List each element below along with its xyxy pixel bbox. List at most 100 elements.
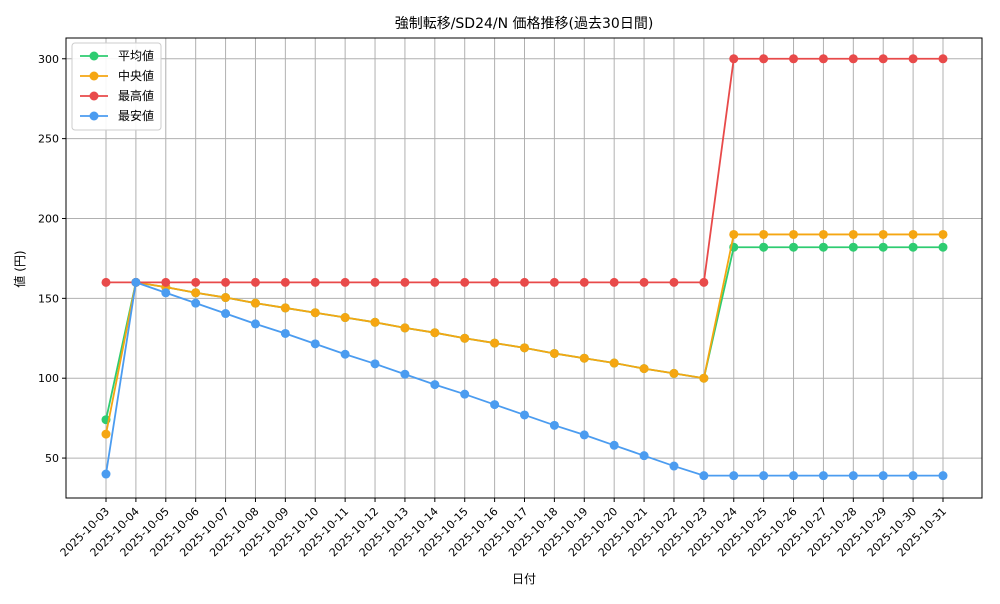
data-point [191,277,201,287]
data-point [579,277,589,287]
data-point [818,471,828,481]
data-point [938,229,948,239]
legend-box [71,42,162,131]
chart-title: 強制転移/SD24/N 価格推移(過去30日間) [395,16,654,32]
data-point [639,364,649,374]
data-point [430,328,440,338]
data-point [490,277,500,287]
legend-label: 中央値 [118,68,154,83]
data-point [729,54,739,64]
data-point [250,277,260,287]
data-point [848,54,858,64]
data-point [221,277,231,287]
data-point [848,242,858,252]
data-point [699,373,709,383]
data-point [818,242,828,252]
data-point [878,471,888,481]
data-point [938,471,948,481]
data-point [280,277,290,287]
legend-swatch-marker [89,51,99,61]
data-point [221,293,231,303]
data-point [549,348,559,358]
data-point [609,440,619,450]
data-point [908,471,918,481]
data-point [400,277,410,287]
data-point [549,277,559,287]
series-layer [101,54,948,481]
data-point [460,333,470,343]
data-point [699,471,709,481]
data-point [520,277,529,287]
data-point [370,359,380,369]
data-point [280,328,290,338]
data-point [639,277,649,287]
data-point [759,54,769,64]
data-point [639,451,649,461]
data-point [848,471,858,481]
data-point [729,471,739,481]
data-point [430,380,440,390]
data-point [490,338,500,348]
data-point [759,471,769,481]
legend-item-3: 最安値 [80,108,154,123]
data-point [848,229,858,239]
data-point [370,317,380,327]
data-point [400,323,410,333]
data-point [101,469,111,479]
data-point [490,400,500,410]
y-tick-label: 50 [45,452,59,465]
data-point [191,288,201,298]
data-point [430,277,440,287]
y-tick-label: 200 [38,212,59,225]
data-point [789,229,799,239]
data-point [759,242,769,252]
legend-swatch-marker [89,111,99,121]
data-point [280,303,290,313]
data-point [729,229,739,239]
data-point [250,298,260,308]
x-axis-label: 日付 [512,572,536,586]
data-point [609,277,619,287]
data-point [310,339,320,349]
data-point [908,242,918,252]
data-point [878,242,888,252]
data-point [460,389,470,399]
data-point [191,298,201,308]
data-point [908,229,918,239]
data-point [131,277,141,287]
legend-label: 最高値 [118,88,154,103]
data-point [818,54,828,64]
data-point [938,54,948,64]
data-point [789,54,799,64]
data-point [818,229,828,239]
series-3 [101,277,948,481]
data-point [669,461,679,471]
data-point [549,420,559,430]
data-point [400,369,410,379]
series-1 [101,229,948,439]
data-point [908,54,918,64]
data-point [340,313,350,323]
y-tick-label: 150 [38,292,59,305]
data-point [789,242,799,252]
data-point [340,277,350,287]
data-point [609,358,619,368]
data-point [669,277,679,287]
data-point [878,54,888,64]
data-point [370,277,380,287]
legend-item-0: 平均値 [80,48,154,63]
data-point [460,277,470,287]
data-point [579,353,589,363]
y-tick-label: 250 [38,133,59,146]
data-point [789,471,799,481]
data-point [878,229,888,239]
legend-item-1: 中央値 [80,68,154,83]
data-point [310,308,320,318]
data-point [520,343,529,353]
legend-label: 最安値 [118,108,154,123]
legend-swatch-marker [89,91,99,101]
